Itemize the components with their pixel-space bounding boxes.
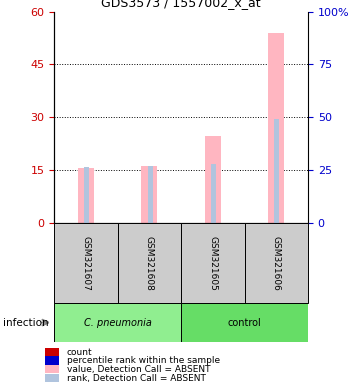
Text: value, Detection Call = ABSENT: value, Detection Call = ABSENT: [66, 365, 210, 374]
Bar: [118, 223, 181, 303]
Text: count: count: [66, 348, 92, 357]
Bar: [205, 136, 221, 223]
Bar: [45, 348, 59, 356]
Text: GSM321608: GSM321608: [145, 236, 154, 290]
Text: GSM321605: GSM321605: [208, 236, 217, 290]
Bar: [141, 166, 158, 223]
Text: GSM321606: GSM321606: [272, 236, 281, 290]
Text: infection: infection: [4, 318, 49, 328]
Text: rank, Detection Call = ABSENT: rank, Detection Call = ABSENT: [66, 374, 205, 383]
Bar: [54, 303, 181, 342]
Bar: [274, 119, 279, 223]
Bar: [78, 168, 94, 223]
Bar: [54, 223, 118, 303]
Text: percentile rank within the sample: percentile rank within the sample: [66, 356, 220, 366]
Text: C. pneumonia: C. pneumonia: [84, 318, 152, 328]
Bar: [245, 223, 308, 303]
Bar: [181, 223, 245, 303]
Text: GSM321607: GSM321607: [82, 236, 90, 290]
Bar: [181, 303, 308, 342]
Bar: [84, 167, 89, 223]
Bar: [45, 365, 59, 373]
Bar: [45, 374, 59, 382]
Bar: [147, 166, 153, 223]
Bar: [211, 164, 216, 223]
Text: control: control: [228, 318, 261, 328]
Bar: [45, 356, 59, 365]
Bar: [268, 33, 284, 223]
Title: GDS3573 / 1557002_x_at: GDS3573 / 1557002_x_at: [101, 0, 261, 9]
